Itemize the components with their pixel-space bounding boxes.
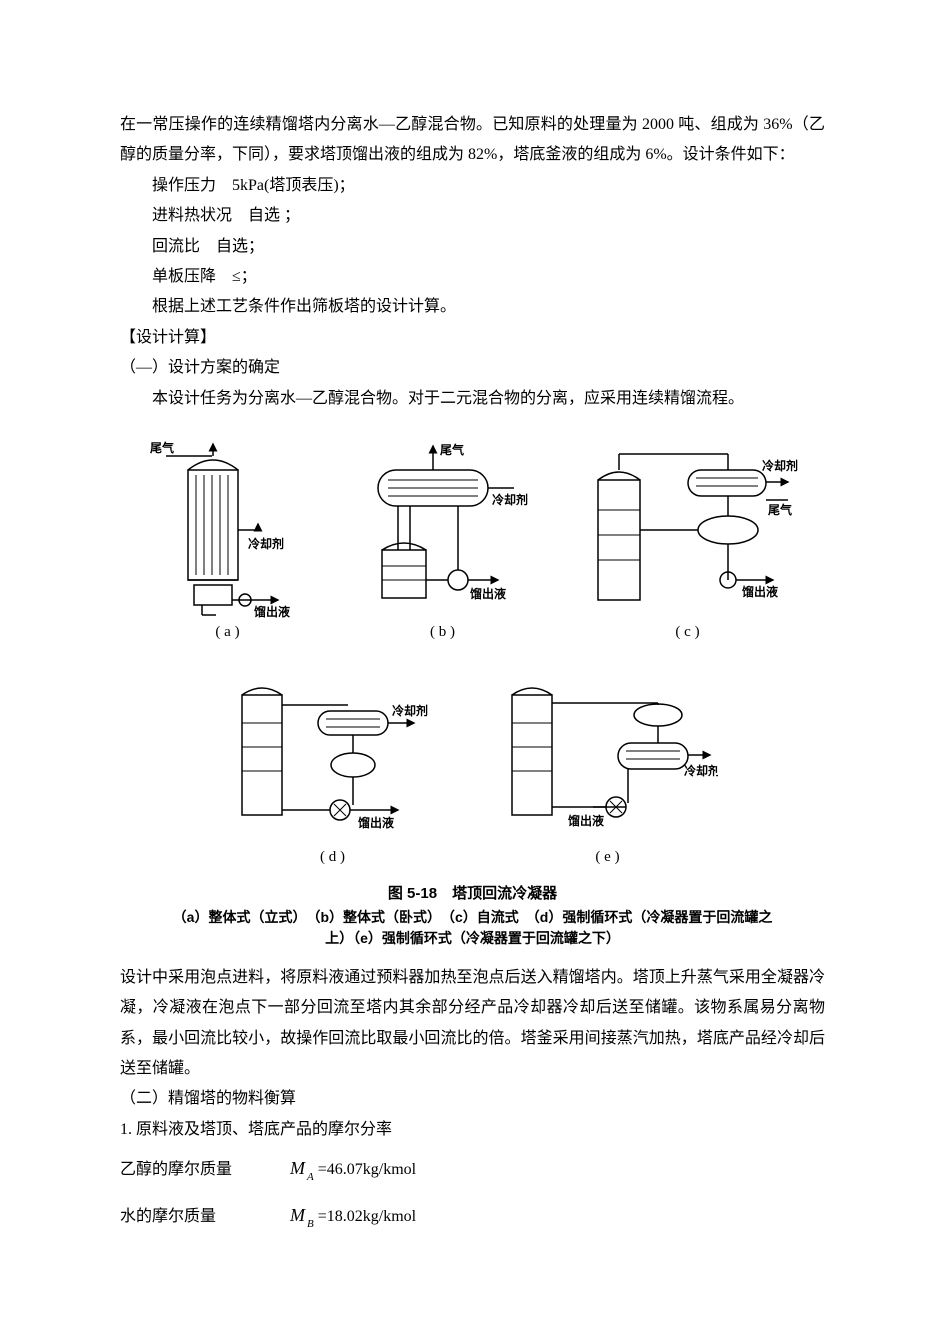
condition-pressure-drop: 单板压降 ≤；: [120, 262, 825, 292]
sec2-sub1: 1. 原料液及塔顶、塔底产品的摩尔分率: [120, 1115, 825, 1145]
label-tail-gas-c: 尾气: [768, 502, 792, 517]
condition-pressure: 操作压力 5kPa(塔顶表压)；: [120, 171, 825, 201]
diagram-b: 尾气 冷却剂: [348, 440, 538, 641]
var2-subscript: B: [307, 1218, 314, 1230]
condition-task: 根据上述工艺条件作出筛板塔的设计计算。: [120, 292, 825, 322]
sec1-body2: 设计中采用泡点进料，将原料液通过预料器加热至泡点后送入精馏塔内。塔顶上升蒸气采用…: [120, 963, 825, 1085]
diagram-c: 冷却剂 尾气 馏出液 ( c ): [578, 440, 798, 641]
figure-subtitle: （a）整体式（立式） （b）整体式（卧式） （c）自流式 （d）强制循环式（冷凝…: [173, 907, 773, 949]
caption-d: ( d ): [320, 849, 345, 866]
diagram-d: 冷却剂 馏出液 ( d ): [228, 675, 438, 866]
var-water-molar-mass: 水的摩尔质量 MB =18.02kg/kmol: [120, 1192, 825, 1239]
label-coolant-e: 冷却剂: [684, 763, 718, 778]
label-distillate-d: 馏出液: [358, 815, 394, 830]
label-distillate: 馏出液: [254, 604, 290, 619]
label-distillate-e: 馏出液: [568, 813, 604, 828]
diagram-e: 冷却剂 馏出液 ( e ): [498, 675, 718, 866]
label-distillate-b: 馏出液: [470, 586, 506, 601]
sec1-body: 本设计任务为分离水—乙醇混合物。对于二元混合物的分离，应采用连续精馏流程。: [120, 384, 825, 414]
label-coolant-b: 冷却剂: [492, 492, 528, 507]
diagram-a: 尾气 冷却剂 馏出液 ( a ): [148, 440, 308, 641]
caption-a: ( a ): [215, 624, 239, 641]
label-distillate-c: 馏出液: [742, 584, 778, 599]
var1-symbol: M: [290, 1158, 305, 1178]
caption-e: ( e ): [595, 849, 619, 866]
label-tail-gas: 尾气: [150, 440, 174, 455]
var2-label: 水的摩尔质量: [120, 1196, 290, 1238]
calc-title: 【设计计算】: [120, 323, 825, 353]
figure-5-18: 尾气 冷却剂 馏出液 ( a ): [120, 440, 825, 949]
label-tail-gas-b: 尾气: [440, 442, 464, 457]
var1-value: =46.07kg/kmol: [318, 1161, 416, 1178]
intro-paragraph: 在一常压操作的连续精馏塔内分离水—乙醇混合物。已知原料的处理量为 2000 吨、…: [120, 110, 825, 171]
var2-symbol: M: [290, 1205, 305, 1225]
var-ethanol-molar-mass: 乙醇的摩尔质量 MA =46.07kg/kmol: [120, 1145, 825, 1192]
sec2-title: （二）精馏塔的物料衡算: [120, 1084, 825, 1114]
var2-value: =18.02kg/kmol: [318, 1208, 416, 1225]
figure-title: 图 5-18 塔顶回流冷凝器: [388, 882, 557, 903]
label-coolant-d: 冷却剂: [392, 703, 428, 718]
caption-b: ( b ): [430, 624, 455, 641]
var1-label: 乙醇的摩尔质量: [120, 1149, 290, 1191]
label-coolant: 冷却剂: [248, 536, 284, 551]
caption-c: ( c ): [675, 624, 699, 641]
sec1-title: （—）设计方案的确定: [120, 353, 825, 383]
condition-feed: 进料热状况 自选 ；: [120, 201, 825, 231]
var1-subscript: A: [307, 1171, 314, 1183]
condition-reflux: 回流比 自选；: [120, 232, 825, 262]
label-coolant-c: 冷却剂: [762, 458, 798, 473]
